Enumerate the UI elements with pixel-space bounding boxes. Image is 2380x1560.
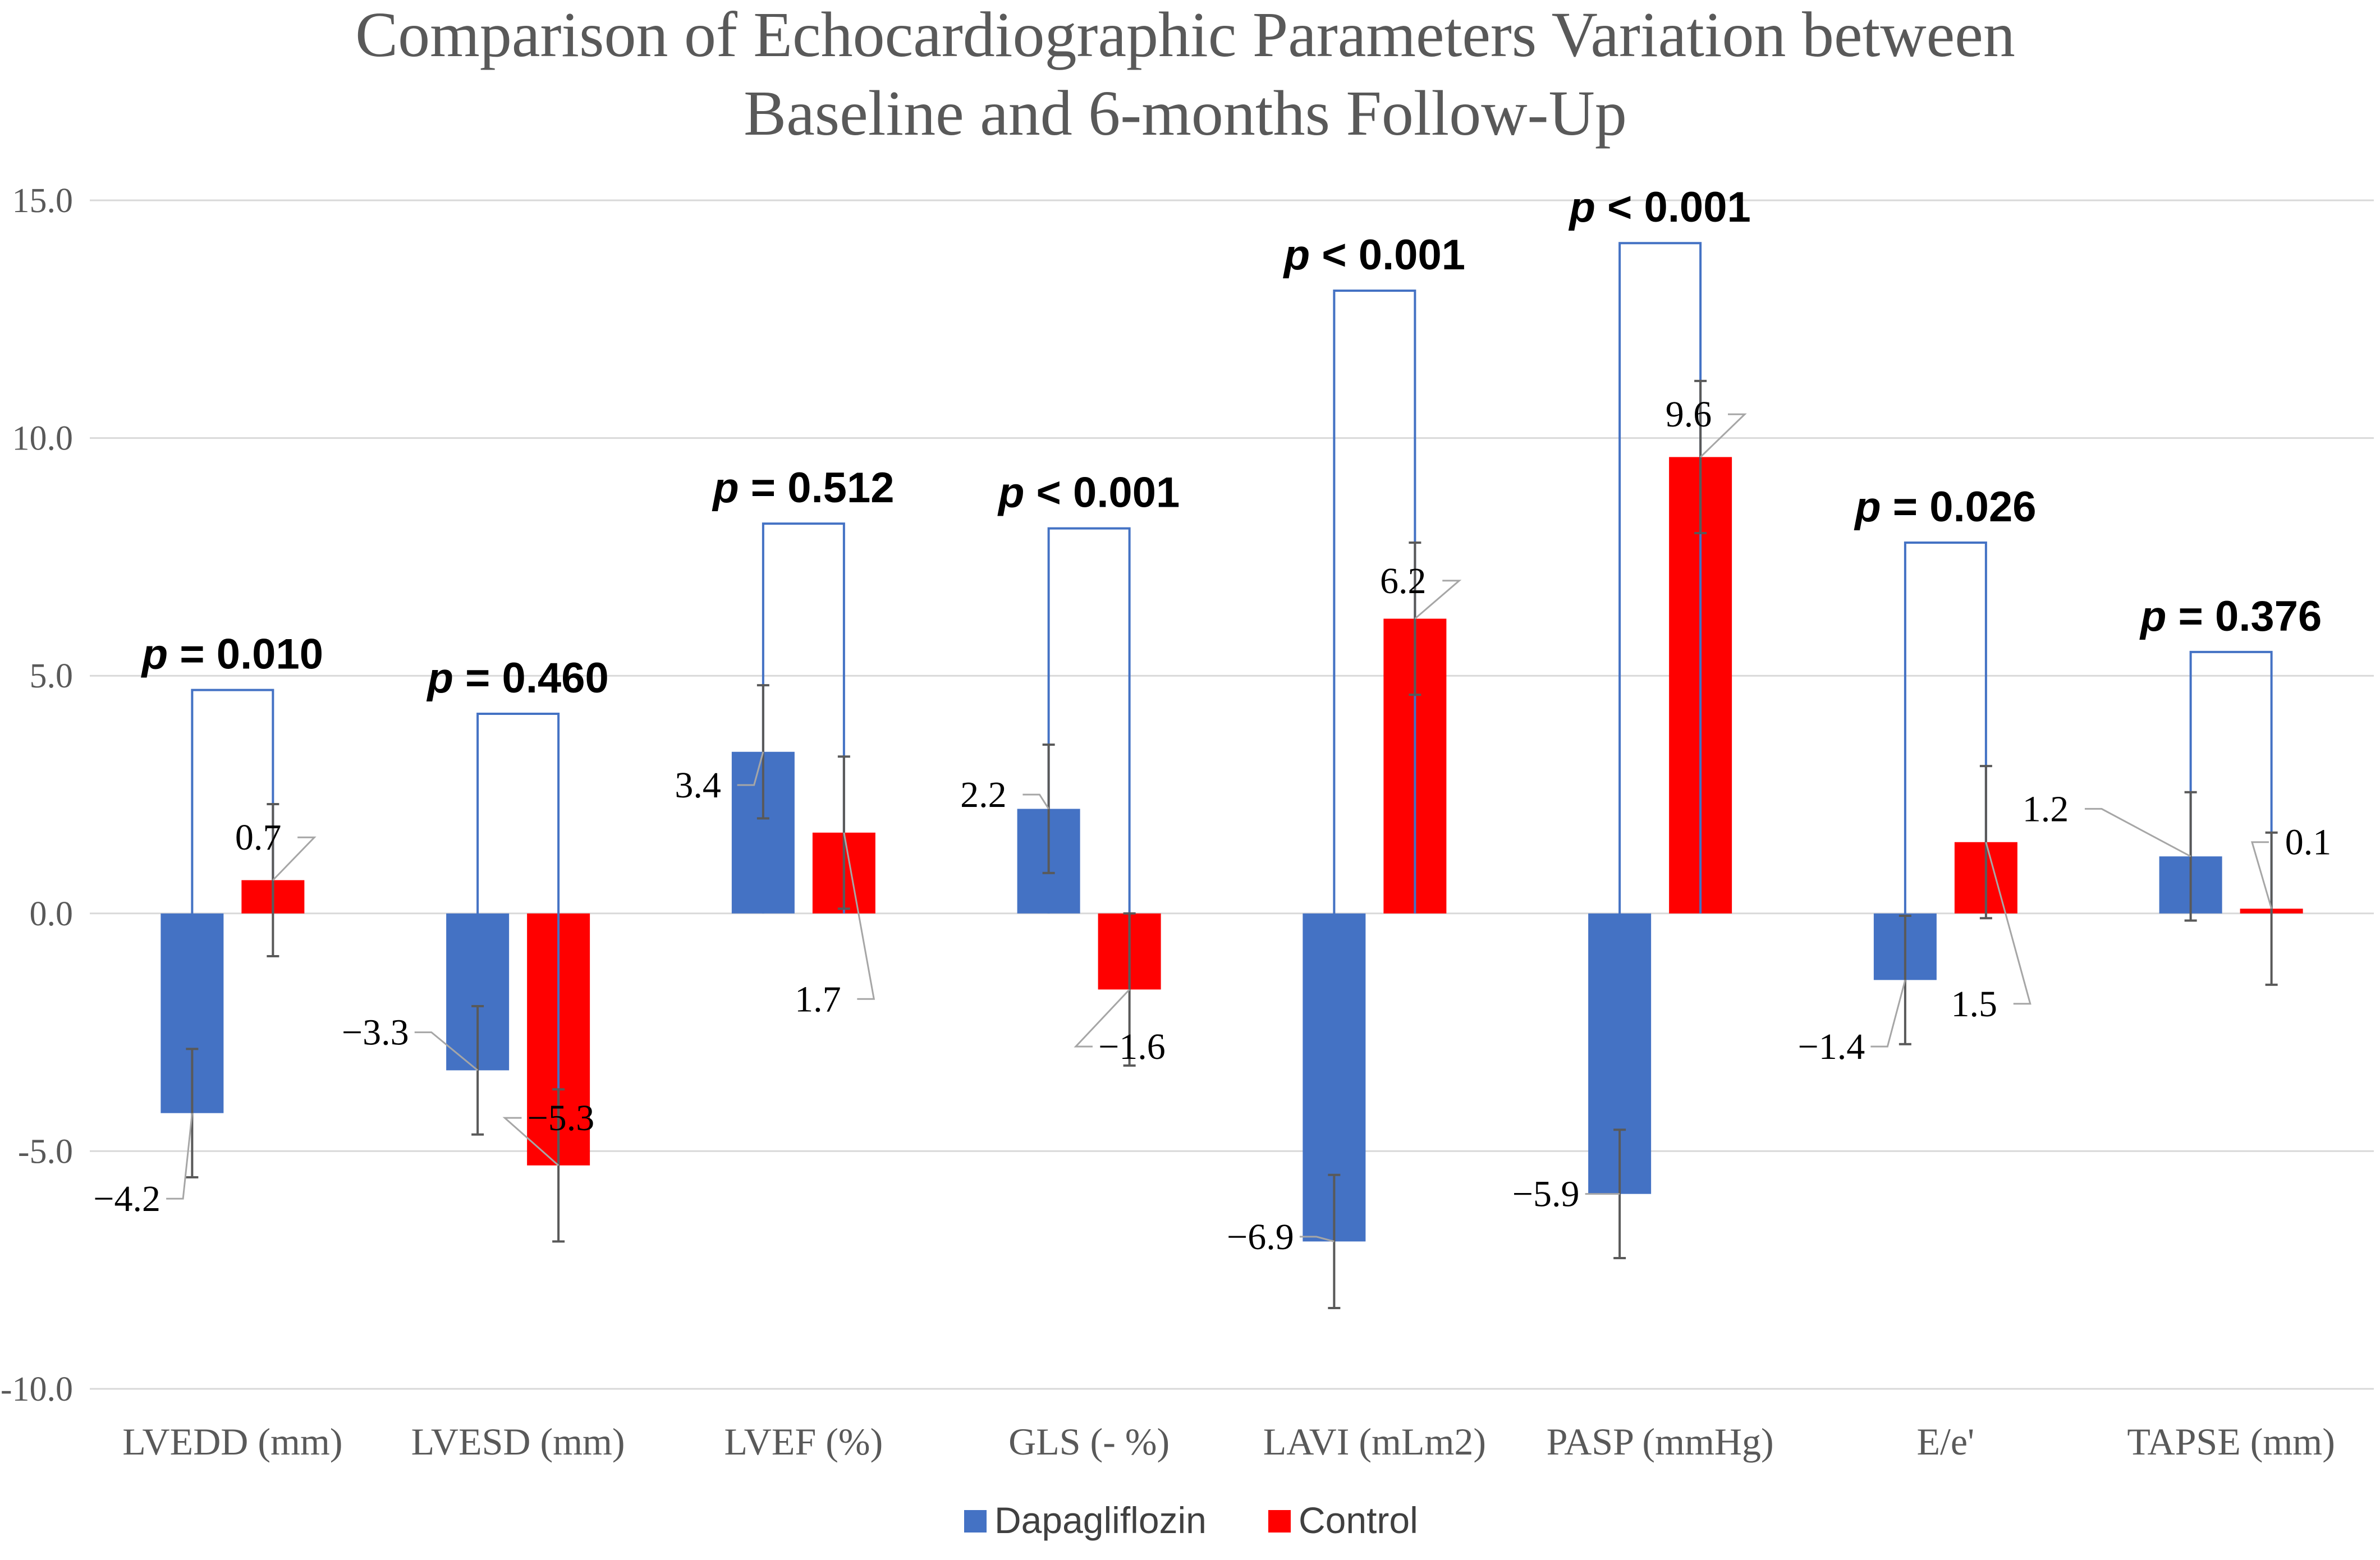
x-axis-labels: LVEDD (mm) LVESD (mm) LVEF (%) GLS (- %) LAV… [122, 1420, 2335, 1463]
y-tick-label: 5.0 [30, 657, 74, 695]
data-label-dapagliflozin: −3.3 [342, 1012, 409, 1053]
label-leader-line [1870, 980, 1906, 1048]
y-tick-label: -10.0 [1, 1370, 73, 1408]
legend-swatch-dapagliflozin [964, 1510, 987, 1533]
p-value-label: p < 0.001 [1569, 183, 1751, 231]
x-tick-label: PASP (mmHg) [1547, 1420, 1774, 1463]
x-tick-label: LVEF (%) [724, 1420, 883, 1463]
data-label-dapagliflozin: 3.4 [675, 765, 721, 806]
label-leader-line [1700, 413, 1747, 458]
data-label-dapagliflozin: 2.2 [960, 774, 1007, 815]
significance-bracket [1618, 242, 1702, 1194]
label-leader-line [414, 1031, 479, 1071]
p-value-label: p = 0.026 [1854, 483, 2036, 531]
x-tick-label: GLS (- %) [1008, 1420, 1170, 1463]
p-value-label: p < 0.001 [997, 469, 1180, 517]
data-label-control: 1.7 [795, 979, 841, 1020]
data-label-dapagliflozin: −1.4 [1798, 1026, 1865, 1067]
x-tick-label: LVEDD (mm) [122, 1420, 342, 1463]
y-tick-label: -5.0 [18, 1132, 73, 1171]
chart-title-line-2: Baseline and 6-months Follow-Up [744, 77, 1627, 149]
y-axis-labels: 15.0 10.0 5.0 0.0 -5.0 -10.0 [1, 182, 73, 1408]
significance-bracket [191, 689, 274, 1113]
chart-title-line-1: Comparison of Echocardiographic Paramete… [355, 0, 2015, 70]
data-label-control: 6.2 [1380, 561, 1427, 602]
p-value-label: p = 0.460 [427, 654, 609, 702]
data-label-dapagliflozin: 1.2 [2023, 788, 2069, 829]
data-label-control: 9.6 [1666, 394, 1712, 435]
p-value-label: p = 0.010 [141, 631, 323, 678]
label-leader-line [1985, 842, 2032, 1005]
label-leader-line [1414, 580, 1462, 620]
data-labels: −4.2 −3.3 3.4 2.2 −6.9 −5.9 −1.4 1.2 0.7 −5.3 1.7 −… [93, 394, 2331, 1258]
label-leader-line [166, 1113, 193, 1200]
data-label-control: −5.3 [528, 1098, 595, 1139]
p-value-label: p = 0.512 [712, 464, 894, 512]
label-leader-line [737, 751, 764, 786]
y-tick-label: 15.0 [12, 182, 74, 220]
significance-bracket [476, 712, 560, 1166]
label-leader-line [1074, 989, 1130, 1048]
label-leaders [166, 413, 2273, 1242]
data-label-dapagliflozin: −5.9 [1512, 1174, 1580, 1215]
label-leader-line [1022, 793, 1049, 810]
legend-swatch-control [1268, 1510, 1291, 1533]
data-label-control: −1.6 [1098, 1026, 1166, 1067]
significance-bracket [1904, 541, 1987, 980]
label-leader-line [502, 1117, 560, 1166]
x-tick-label: LAVI (mLm2) [1263, 1420, 1486, 1463]
label-leader-line [2250, 841, 2273, 909]
p-value-label: p < 0.001 [1283, 231, 1465, 279]
significance-bracket [1047, 527, 1131, 990]
x-tick-label: LVESD (mm) [411, 1420, 625, 1463]
x-tick-label: TAPSE (mm) [2127, 1420, 2335, 1463]
p-value-label: p = 0.376 [2139, 593, 2322, 640]
data-label-dapagliflozin: −6.9 [1227, 1217, 1294, 1258]
significance-bracket [2189, 650, 2273, 914]
bars [160, 457, 2303, 1242]
data-label-control: 0.7 [235, 817, 282, 858]
y-tick-label: 10.0 [12, 420, 74, 458]
label-leader-line [843, 832, 875, 1000]
label-leader-line [1299, 1236, 1335, 1242]
data-label-control: 1.5 [1951, 984, 1998, 1025]
x-tick-label: E/e' [1916, 1420, 1974, 1463]
label-leader-line [2084, 807, 2191, 857]
y-tick-label: 0.0 [30, 895, 74, 933]
legend-label-dapagliflozin: Dapagliflozin [994, 1499, 1207, 1541]
data-label-control: 0.1 [2285, 822, 2332, 863]
label-leader-line [272, 836, 317, 881]
data-label-dapagliflozin: −4.2 [93, 1178, 160, 1219]
legend-label-control: Control [1299, 1499, 1418, 1541]
legend: Dapagliflozin Control [964, 1499, 1418, 1541]
significance-brackets: p = 0.010 p = 0.460 p = 0.512 p < 0.001 p < … [141, 183, 2322, 1242]
